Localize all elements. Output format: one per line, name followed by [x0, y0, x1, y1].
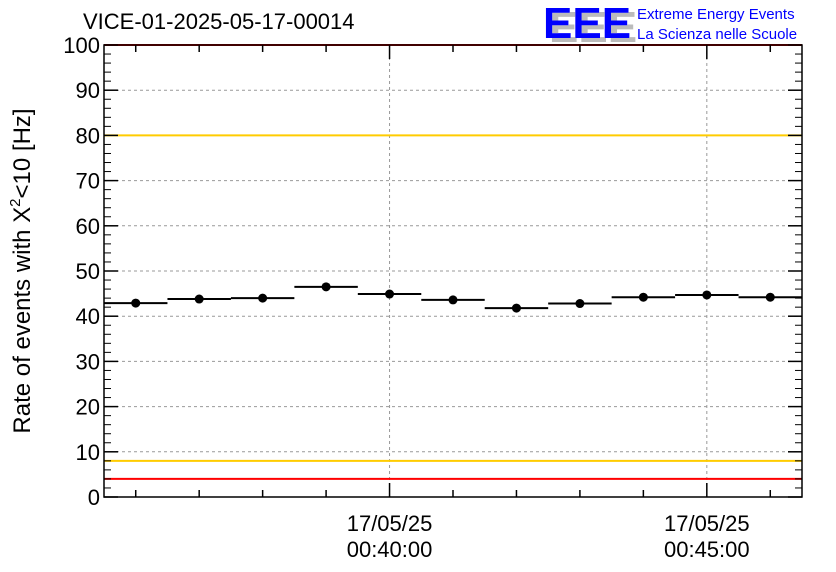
x-tick-time: 00:45:00 — [664, 537, 750, 562]
y-tick-label: 70 — [76, 169, 100, 194]
chart-title: VICE-01-2025-05-17-00014 — [83, 9, 355, 34]
logo-mark: EEE — [543, 0, 631, 48]
data-point — [258, 293, 268, 303]
eee-logo: EEE Extreme Energy Events La Scienza nel… — [543, 0, 797, 48]
data-point — [321, 282, 331, 292]
y-tick-label: 90 — [76, 78, 100, 103]
y-tick-label: 40 — [76, 304, 100, 329]
data-point — [385, 289, 395, 299]
y-tick-label: 0 — [88, 485, 100, 510]
y-axis-label: Rate of events with X2<10 [Hz] — [7, 108, 36, 433]
data-point — [194, 294, 204, 304]
x-tick-date: 17/05/25 — [347, 511, 433, 536]
y-tick-label: 10 — [76, 440, 100, 465]
x-tick-time: 00:40:00 — [347, 537, 433, 562]
y-tick-label: 80 — [76, 123, 100, 148]
y-tick-label: 30 — [76, 349, 100, 374]
plot-frame — [103, 44, 803, 498]
y-tick-label: 100 — [63, 33, 100, 58]
data-point — [765, 292, 775, 302]
y-tick-label: 50 — [76, 259, 100, 284]
data-point — [702, 290, 712, 300]
y-tick-label: 20 — [76, 395, 100, 420]
data-point — [638, 292, 648, 302]
data-point — [448, 295, 458, 305]
logo-line1: Extreme Energy Events — [637, 6, 795, 23]
y-tick-label: 60 — [76, 214, 100, 239]
logo-line2: La Scienza nelle Scuole — [637, 26, 797, 43]
data-point — [131, 298, 141, 308]
data-point — [511, 303, 521, 313]
data-point — [575, 299, 585, 309]
x-tick-date: 17/05/25 — [664, 511, 750, 536]
